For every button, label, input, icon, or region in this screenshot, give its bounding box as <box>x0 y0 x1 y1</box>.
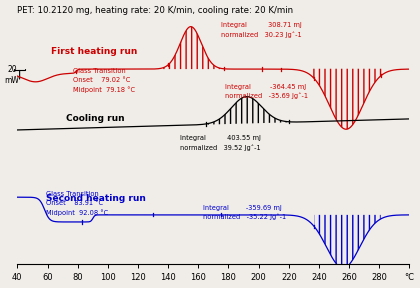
Text: Integral         -364.45 mJ
normalized   -35.69 Jgˆ-1: Integral -364.45 mJ normalized -35.69 Jg… <box>226 84 308 99</box>
Text: Cooling run: Cooling run <box>66 114 124 123</box>
Text: Integral          308.71 mJ
normalized   30.23 Jgˆ-1: Integral 308.71 mJ normalized 30.23 Jgˆ-… <box>221 22 302 37</box>
Text: Glass Transition
Onset    79.02 °C
Midpoint  79.18 °C: Glass Transition Onset 79.02 °C Midpoint… <box>73 68 135 93</box>
Text: Glass Transition
Onset    83.91 °C
Midpoint  92.08 °C: Glass Transition Onset 83.91 °C Midpoint… <box>46 191 108 216</box>
Text: Second heating run: Second heating run <box>46 194 146 203</box>
Text: PET: 10.2120 mg, heating rate: 20 K/min, cooling rate: 20 K/min: PET: 10.2120 mg, heating rate: 20 K/min,… <box>17 5 294 15</box>
Text: 20
mW: 20 mW <box>5 65 20 85</box>
Text: First heating run: First heating run <box>50 47 137 56</box>
Text: Integral          403.55 mJ
normalized   39.52 Jgˆ-1: Integral 403.55 mJ normalized 39.52 Jgˆ-… <box>180 135 261 151</box>
Text: Integral        -359.69 mJ
normalized   -35.22 Jgˆ-1: Integral -359.69 mJ normalized -35.22 Jg… <box>203 204 286 220</box>
